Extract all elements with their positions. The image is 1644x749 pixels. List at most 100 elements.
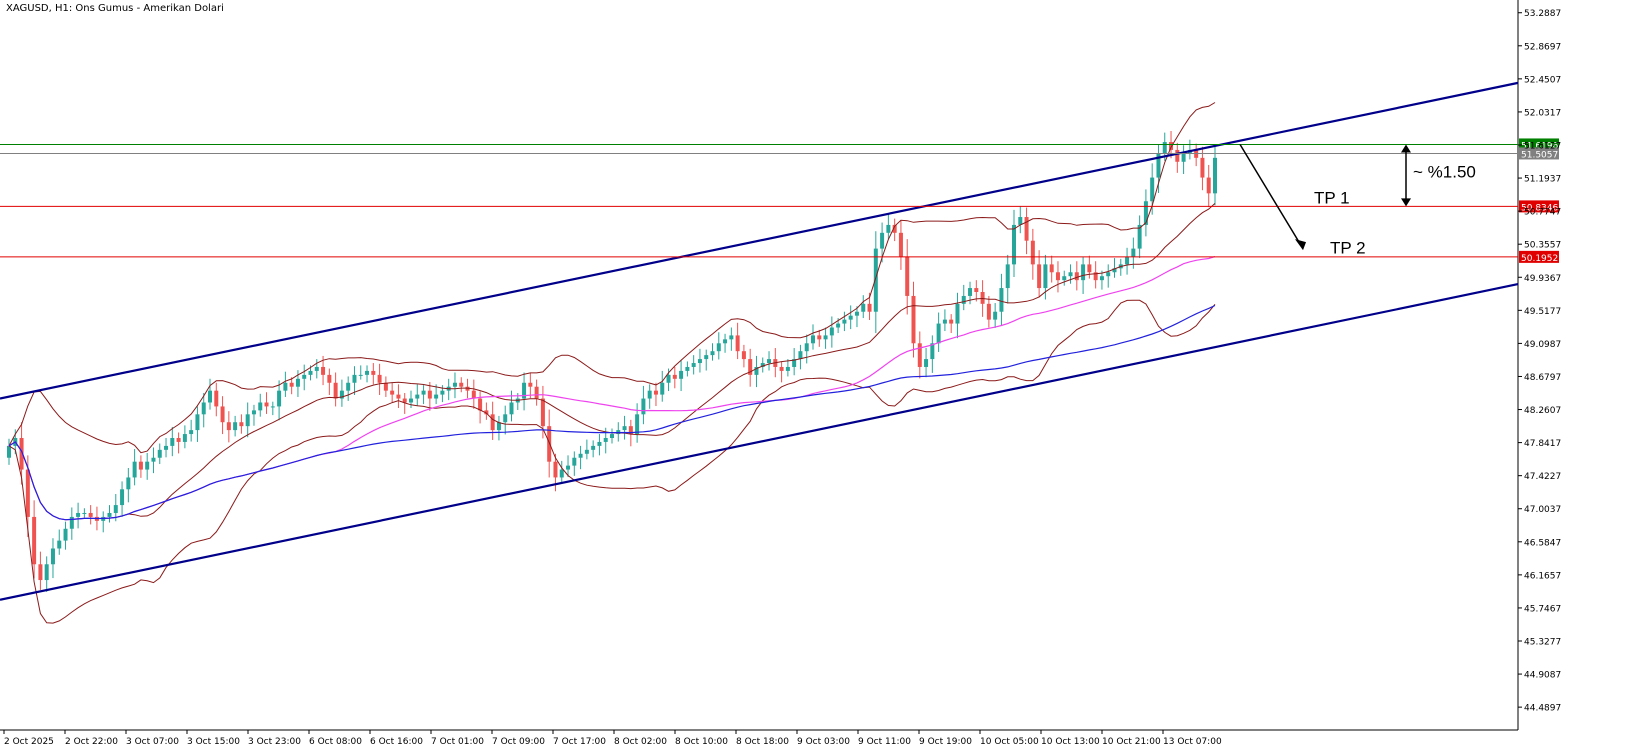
candle-body <box>528 382 533 387</box>
candle-body <box>32 516 37 565</box>
x-tick-label: 13 Oct 07:00 <box>1163 737 1222 747</box>
trend-channel <box>0 81 1519 601</box>
candle-body <box>930 343 935 360</box>
x-tick-label: 6 Oct 16:00 <box>370 737 423 747</box>
candle-body <box>264 402 269 407</box>
candle-body <box>779 366 784 371</box>
candle-body <box>980 292 985 304</box>
candle-body <box>176 438 181 442</box>
candle-body <box>804 343 809 352</box>
candle-body <box>1175 149 1180 162</box>
candle-body <box>25 469 30 517</box>
candle-body <box>1143 201 1148 225</box>
candle-body <box>635 414 640 435</box>
candle-body <box>352 374 357 383</box>
annotations: TP 1 TP 2 ~ %1.50 <box>1239 144 1476 257</box>
candle-body <box>1181 153 1186 162</box>
candle-body <box>610 434 614 438</box>
candle-body <box>685 366 690 371</box>
y-tick-label: 46.1657 <box>1524 571 1561 581</box>
level-price-box <box>1519 250 1559 263</box>
candle-body <box>572 457 577 466</box>
candle-body <box>823 335 828 340</box>
candle-body <box>295 378 300 387</box>
candle-body <box>1150 177 1155 202</box>
candle-body <box>1169 142 1174 150</box>
level-price-box <box>1519 147 1559 160</box>
level-price-label: 51.5057 <box>1521 150 1558 160</box>
candle-body <box>132 461 137 478</box>
candle-body <box>1062 276 1067 281</box>
y-tick-label: 48.2607 <box>1524 406 1561 416</box>
candle-body <box>107 512 112 517</box>
candle-body <box>1074 272 1079 281</box>
candle-body <box>245 414 250 427</box>
x-tick-label: 8 Oct 02:00 <box>614 737 667 747</box>
candle-body <box>603 438 608 442</box>
candle-body <box>182 434 187 442</box>
y-tick-label: 52.8697 <box>1524 42 1561 52</box>
candle-body <box>7 445 11 458</box>
candle-body <box>1055 272 1060 281</box>
candle-body <box>1081 264 1086 281</box>
candle-body <box>484 410 489 415</box>
candle-body <box>597 441 602 446</box>
x-tick-label: 7 Oct 01:00 <box>431 737 484 747</box>
y-tick-label: 51.1937 <box>1524 175 1561 185</box>
candle-body <box>898 232 903 257</box>
candle-body <box>19 438 24 470</box>
candle-body <box>214 390 219 407</box>
bollinger-lower <box>8 299 1216 624</box>
candle-body <box>949 319 954 324</box>
candle-body <box>226 422 231 431</box>
candle-body <box>1030 240 1035 265</box>
candle-body <box>82 512 87 514</box>
candle-body <box>283 382 288 391</box>
candle-body <box>647 390 652 399</box>
candle-body <box>145 461 150 470</box>
candle-body <box>817 335 822 340</box>
bollinger-upper <box>8 102 1216 454</box>
candle-body <box>716 343 721 352</box>
candle-body <box>503 414 508 423</box>
x-tick-label: 2 Oct 2025 <box>4 737 54 747</box>
x-tick-label: 7 Oct 09:00 <box>492 737 545 747</box>
candle-body <box>553 461 558 478</box>
candle-body <box>710 351 715 356</box>
candle-body <box>1093 272 1098 281</box>
channel-lower-line <box>0 283 1519 601</box>
candle-body <box>50 548 55 565</box>
y-tick-label: 50.3557 <box>1524 241 1561 251</box>
y-tick-label: 49.5177 <box>1524 307 1561 317</box>
candle-body <box>566 465 571 470</box>
channel-upper-line <box>0 81 1519 400</box>
level-price-label: 51.6196 <box>1521 141 1558 151</box>
target-arrow-line <box>1239 144 1304 249</box>
x-tick-label: 3 Oct 07:00 <box>126 737 179 747</box>
candle-body <box>798 351 803 360</box>
candle-body <box>57 540 62 549</box>
candle-body <box>880 232 885 249</box>
candle-body <box>270 406 275 408</box>
candle-body <box>735 335 740 352</box>
candle-body <box>540 398 545 427</box>
candle-body <box>490 414 495 431</box>
candle-body <box>327 374 332 383</box>
candle-body <box>559 469 564 478</box>
y-axis: 53.2887 52.8697 52.4507 52.0317 51.6127 51.19… <box>1518 9 1561 714</box>
y-tick-label: 47.4227 <box>1524 472 1561 482</box>
candle-body <box>760 363 765 367</box>
candle-body <box>1200 157 1205 178</box>
candle-body <box>201 402 206 415</box>
y-tick-label: 45.7467 <box>1524 604 1561 614</box>
candle-body <box>189 430 194 435</box>
candle-body <box>955 303 960 324</box>
candle-body <box>1213 157 1217 194</box>
candle-body <box>440 390 445 395</box>
moving-average-slow <box>8 304 1216 521</box>
candle-body <box>522 382 527 399</box>
candle-body <box>936 323 941 344</box>
candle-body <box>660 382 665 395</box>
y-tick-label: 51.6127 <box>1524 141 1561 151</box>
